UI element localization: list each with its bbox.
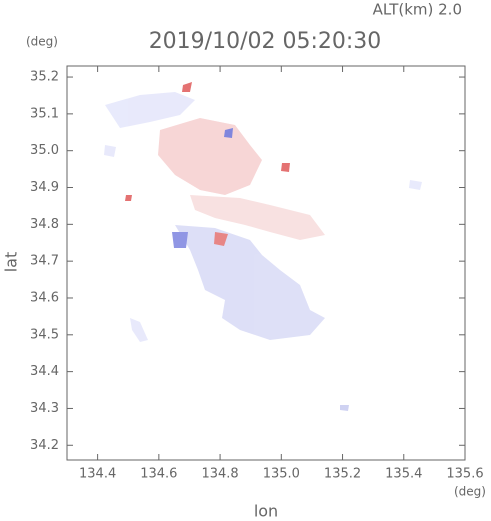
y-tick-label: 34.6	[30, 290, 59, 305]
x-tick-label: 135.0	[263, 467, 300, 482]
y-tick-label: 34.9	[30, 180, 59, 195]
radar-echoes	[104, 82, 422, 411]
y-tick-label: 34.8	[30, 217, 59, 232]
altitude-label: ALT(km) 2.0	[373, 1, 462, 19]
echo	[104, 145, 116, 157]
y-tick-label: 34.2	[30, 438, 59, 453]
y-tick-label: 34.7	[30, 254, 59, 269]
x-axis-label: lon	[254, 502, 278, 521]
y-tick-label: 34.4	[30, 364, 59, 379]
echo	[190, 195, 325, 240]
echo	[125, 195, 132, 201]
y-tick-label: 35.1	[30, 106, 59, 121]
echo	[224, 128, 233, 138]
y-tick-label: 34.3	[30, 401, 59, 416]
echo	[158, 118, 262, 195]
x-tick-label: 135.2	[324, 467, 361, 482]
echo	[214, 232, 228, 246]
echo	[105, 92, 195, 128]
y-tick-label: 35.0	[30, 143, 59, 158]
y-tick-label: 35.2	[30, 70, 59, 85]
x-tick-label: 135.6	[446, 467, 483, 482]
echo	[175, 225, 325, 340]
y-unit: (deg)	[26, 35, 58, 49]
chart-title: 2019/10/02 05:20:30	[149, 29, 382, 54]
echo	[172, 232, 188, 248]
y-axis-label: lat	[2, 252, 21, 273]
echo	[281, 163, 290, 172]
echo	[409, 180, 422, 190]
echo	[340, 405, 349, 411]
y-tick-label: 34.5	[30, 327, 59, 342]
x-tick-label: 135.4	[385, 467, 422, 482]
x-tick-label: 134.4	[79, 467, 116, 482]
echo	[130, 318, 148, 342]
x-unit: (deg)	[454, 485, 486, 499]
x-tick-label: 134.8	[201, 467, 238, 482]
echo	[182, 82, 192, 92]
x-tick-label: 134.6	[140, 467, 177, 482]
plot-frame	[66, 65, 466, 461]
